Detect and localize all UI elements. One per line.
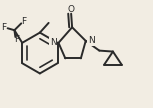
- Text: F: F: [14, 35, 19, 44]
- Text: F: F: [1, 23, 6, 32]
- Text: F: F: [22, 17, 27, 26]
- Text: O: O: [68, 5, 75, 14]
- Text: N: N: [50, 38, 57, 47]
- Text: N: N: [88, 36, 94, 45]
